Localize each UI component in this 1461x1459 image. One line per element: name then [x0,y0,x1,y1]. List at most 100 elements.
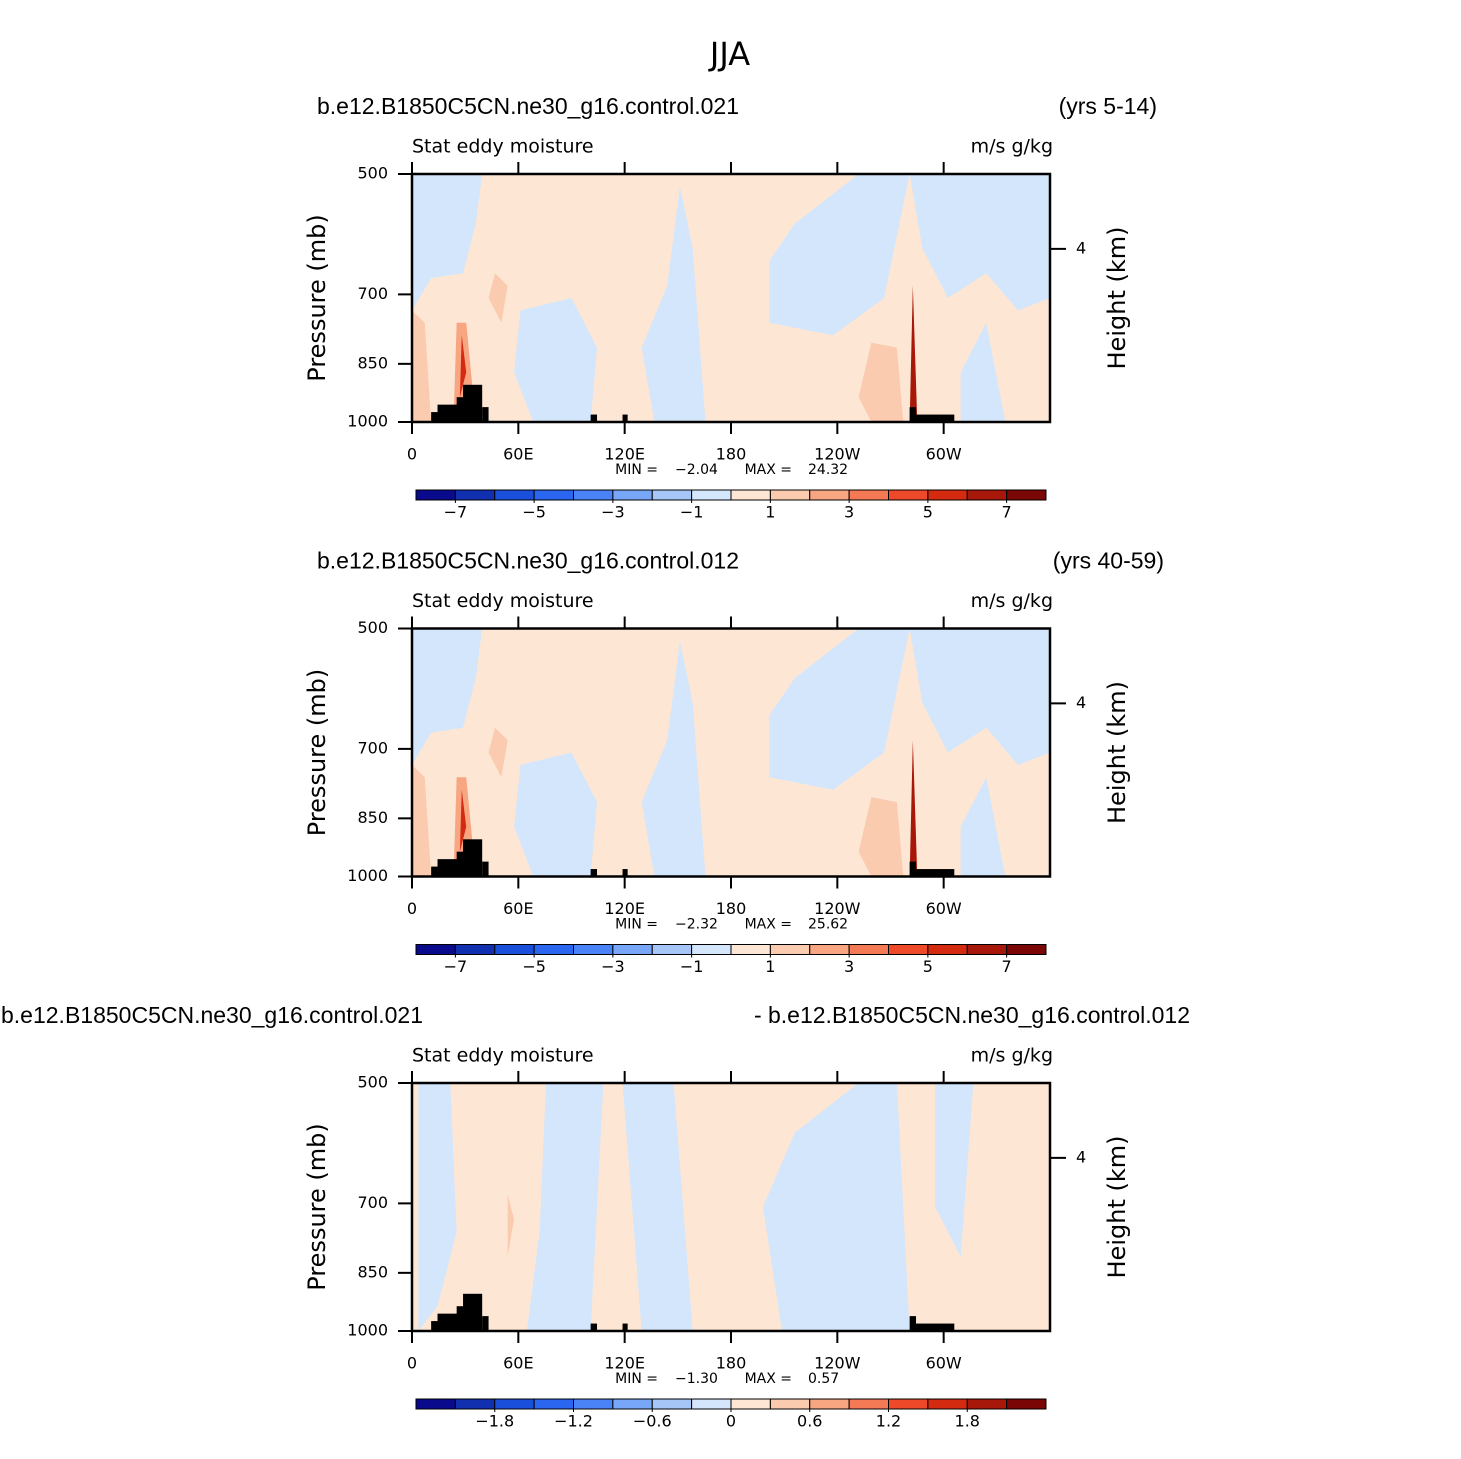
colorbar-label: 5 [923,503,933,522]
colorbar-box [533,944,574,955]
colorbar-label: 3 [844,957,854,976]
colorbar-box [691,1398,732,1410]
y2-axis-label: Height (km) [1103,1136,1131,1279]
panel-subtitle: - b.e12.B1850C5CN.ne30_g16.control.012 [754,1002,1190,1028]
colorbar-box [454,1398,496,1410]
x-tick-label: 0 [407,1354,417,1373]
units: m/s g/kg [971,1045,1053,1067]
units: m/s g/kg [971,136,1053,158]
colorbar-box [415,944,456,955]
topography [909,1316,917,1331]
colorbar-box [927,944,968,955]
colorbar-box [888,489,929,501]
panel-title: b.e12.B1850C5CN.ne30_g16.control.012 [317,548,739,574]
colorbar-label: 1 [765,957,775,976]
y-tick-label: 700 [357,738,388,757]
y-tick-label: 1000 [347,412,388,431]
y2-axis-label: Height (km) [1103,227,1131,370]
contour-region [960,777,1006,877]
colorbar-box [888,1398,929,1410]
colorbar-label: −1.8 [475,1412,514,1431]
y-tick-label: 500 [357,164,388,183]
x-tick-label: 0 [407,445,417,464]
min-value: −2.04 [675,462,718,478]
topography [590,414,598,422]
y-axis-label: Pressure (mb) [303,214,331,381]
contour-region [412,628,483,765]
contour-region [412,764,432,877]
contour-region [641,640,706,877]
y2-tick-label: 4 [1076,1147,1086,1166]
colorbar-label: 7 [1002,957,1012,976]
colorbar-box [1006,489,1047,501]
contour-region [622,1083,693,1331]
panel-subtitle: (yrs 40-59) [1053,548,1164,574]
colorbar-label: 1.2 [876,1412,901,1431]
max-value: 24.32 [808,462,848,478]
colorbar-box [730,489,771,501]
x-tick-label: 180 [716,445,747,464]
colorbar-box [691,489,732,501]
contour-region [514,298,598,422]
x-tick-label: 120W [814,899,861,918]
contour-region [412,310,432,422]
colorbar-box [415,1398,456,1410]
topography [463,1293,483,1331]
x-tick-label: 120W [814,445,861,464]
y-tick-label: 700 [357,1193,388,1212]
contour-region [418,1083,457,1331]
colorbar-box [651,489,693,501]
contour-region [909,285,918,422]
x-tick-label: 0 [407,899,417,918]
x-tick-label: 60W [926,445,962,464]
x-tick-label: 120E [604,899,645,918]
y-tick-label: 700 [357,284,388,303]
colorbar-label: −0.6 [633,1412,672,1431]
left-label: Stat eddy moisture [412,136,594,158]
colorbar-label: −7 [444,503,468,522]
colorbar-label: 1.8 [955,1412,980,1431]
topography [622,869,628,877]
min-value: −1.30 [675,1371,718,1387]
topography [437,404,464,422]
contour-region [459,335,467,398]
x-tick-label: 60E [503,445,533,464]
y-axis-label: Pressure (mb) [303,669,331,836]
x-tick-label: 60W [926,1354,962,1373]
colorbar-box [769,944,811,955]
contour-field [412,174,1050,422]
contour-region [769,628,910,790]
colorbar-label: −3 [601,957,625,976]
contour-region [858,797,904,877]
panel-title: b.e12.B1850C5CN.ne30_g16.control.021 [317,93,739,119]
topography [431,412,438,422]
colorbar-box [454,944,496,955]
y2-axis-label: Height (km) [1103,681,1131,824]
colorbar-box [612,1398,653,1410]
topography [909,407,917,422]
colorbar-label: 0.6 [797,1412,822,1431]
max-value: 0.57 [808,1371,839,1387]
min-text: MIN = [615,1371,658,1387]
y-tick-label: 850 [357,353,388,372]
y-tick-label: 1000 [347,866,388,885]
colorbar-label: 3 [844,503,854,522]
x-tick-label: 120E [604,445,645,464]
colorbar-box [1006,944,1047,955]
contour-region [960,322,1006,422]
colorbar-label: −1.2 [554,1412,593,1431]
colorbar-box [809,944,850,955]
colorbar-box [730,944,771,955]
colorbar-box [533,1398,574,1410]
left-label: Stat eddy moisture [412,590,594,612]
topography [482,407,489,422]
x-tick-label: 120W [814,1354,861,1373]
contour-field [412,1083,1050,1331]
colorbar-box [651,1398,693,1410]
colorbar-box [494,944,535,955]
colorbar-box [651,944,693,955]
y-tick-label: 850 [357,808,388,827]
x-tick-label: 60E [503,1354,533,1373]
colorbar-box [848,1398,889,1410]
topography [431,1321,438,1331]
